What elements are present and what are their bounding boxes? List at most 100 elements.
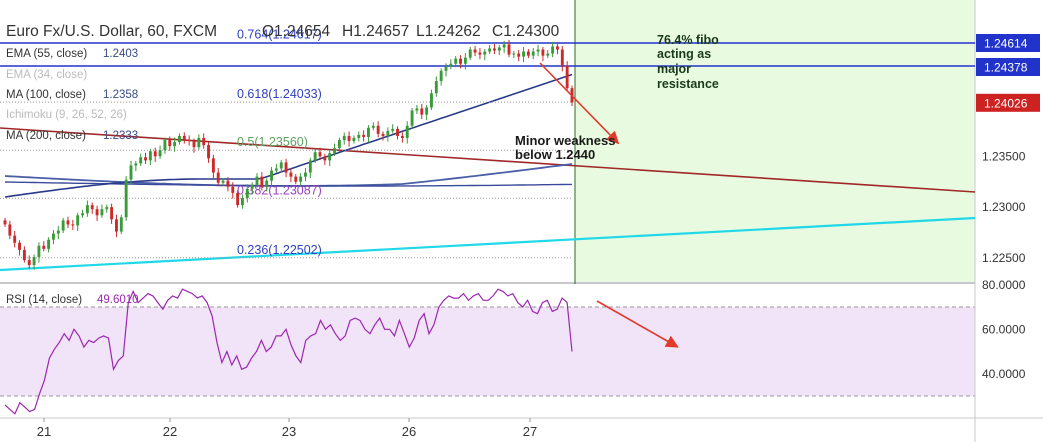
candle-body xyxy=(546,53,550,56)
candle-body xyxy=(221,180,225,183)
candle-body xyxy=(144,157,147,161)
indicator-value: 1.2333 xyxy=(103,130,138,142)
candle-body xyxy=(531,51,535,56)
candle-body xyxy=(415,108,419,111)
indicator-value: 1.2358 xyxy=(103,89,138,101)
candle-body xyxy=(260,176,264,187)
candle-body xyxy=(8,224,12,236)
candle-body xyxy=(294,176,298,182)
candle-body xyxy=(386,130,390,136)
candle-body xyxy=(507,44,511,55)
candle-body xyxy=(274,168,278,171)
candle-body xyxy=(284,162,288,173)
candle-body xyxy=(308,160,312,173)
candle-body xyxy=(18,242,21,250)
time-tick-label: 26 xyxy=(402,424,416,439)
indicator-label[interactable]: EMA (34, close) xyxy=(6,69,87,81)
candle-body xyxy=(61,220,65,231)
price-tag-label: 1.24614 xyxy=(984,37,1028,51)
price-tag xyxy=(976,58,1040,77)
candle-body xyxy=(163,140,167,151)
indicator-label[interactable]: Ichimoku (9, 26, 52, 26) xyxy=(6,109,127,121)
candle-body xyxy=(173,142,177,147)
candle-body xyxy=(22,249,26,261)
candle-body xyxy=(522,51,525,57)
price-tag xyxy=(976,34,1040,52)
candle-body xyxy=(560,49,564,66)
indicator-label[interactable]: MA (100, close) xyxy=(6,89,86,101)
candle-body xyxy=(85,205,89,214)
candle-body xyxy=(430,93,433,108)
candle-body xyxy=(439,70,443,82)
candle-body xyxy=(420,108,424,115)
candle-body xyxy=(250,184,254,189)
fib-label: 0.5(1.23560) xyxy=(237,135,308,149)
candle-body xyxy=(270,170,273,181)
candle-body xyxy=(216,172,220,183)
candle-body xyxy=(100,209,104,216)
candle-body xyxy=(463,57,467,64)
rsi-band xyxy=(0,307,975,396)
candle-body xyxy=(124,179,128,218)
fibo-note-line4: resistance xyxy=(657,77,719,91)
candle-body xyxy=(357,134,361,138)
candles xyxy=(3,39,574,270)
price-axis: 1.23500 1.23000 1.22500 1.24614 1.24378 1.240… xyxy=(976,34,1040,381)
candle-body xyxy=(449,63,453,67)
price-tag-label: 1.24026 xyxy=(984,96,1028,110)
candle-body xyxy=(211,158,215,173)
rsi-series xyxy=(4,288,573,415)
candle-body xyxy=(473,49,477,53)
indicator-label[interactable]: EMA (55, close) xyxy=(6,48,87,60)
fibo-note-line3: major xyxy=(657,62,691,76)
candle-body xyxy=(391,128,395,131)
candle-body xyxy=(187,140,191,142)
candle-body xyxy=(396,128,399,136)
candle-body xyxy=(536,49,540,52)
fib-label: 0.382(1.23087) xyxy=(237,183,322,197)
candle-body xyxy=(347,135,351,142)
candle-body xyxy=(3,220,7,225)
time-tick-label: 23 xyxy=(282,424,296,439)
down-arrow-rsi xyxy=(596,300,679,348)
rsi-value: 49.6010 xyxy=(97,294,139,306)
candle-body xyxy=(207,145,210,159)
indicator-label[interactable]: MA (200, close) xyxy=(6,130,86,142)
candle-body xyxy=(76,215,80,226)
candle-body xyxy=(376,125,380,134)
candle-body xyxy=(148,151,152,161)
indicator-legend: EMA (55, close) 1.2403 EMA (34, close) MA (… xyxy=(6,48,138,142)
candle-body xyxy=(279,162,283,169)
candle-body xyxy=(158,150,162,157)
price-tag xyxy=(976,93,1040,112)
candle-body xyxy=(362,134,366,137)
indicator-lines xyxy=(0,42,976,272)
candle-body xyxy=(551,46,555,54)
candle-body xyxy=(405,125,409,138)
candle-body xyxy=(255,176,259,185)
candle-body xyxy=(153,151,157,157)
candle-body xyxy=(526,51,530,56)
candle-body xyxy=(129,165,133,180)
candle-body xyxy=(541,49,545,56)
symbol-title[interactable]: Euro Fx/U.S. Dollar, 60, FXCM xyxy=(6,23,217,40)
candle-body xyxy=(459,58,462,64)
candle-body xyxy=(182,135,186,141)
weakness-note-line1: Minor weakness xyxy=(515,133,615,148)
candle-body xyxy=(105,207,109,210)
chart-header: Euro Fx/U.S. Dollar, 60, FXCM O1.24654 H… xyxy=(6,23,560,40)
candle-body xyxy=(483,51,487,55)
candle-body xyxy=(323,156,327,161)
candle-body xyxy=(512,53,516,55)
fibo-note-line2: acting as xyxy=(657,47,711,61)
candle-body xyxy=(478,52,482,55)
rsi-label[interactable]: RSI (14, close) xyxy=(6,294,82,306)
rsi-tick-label: 40.0000 xyxy=(982,367,1026,381)
fibo-note-line1: 76.4% fibo xyxy=(657,33,719,47)
candle-body xyxy=(265,180,269,187)
candle-body xyxy=(468,49,472,58)
candle-body xyxy=(32,256,36,266)
candle-body xyxy=(81,213,84,216)
candle-body xyxy=(493,48,496,51)
candle-body xyxy=(241,197,244,206)
